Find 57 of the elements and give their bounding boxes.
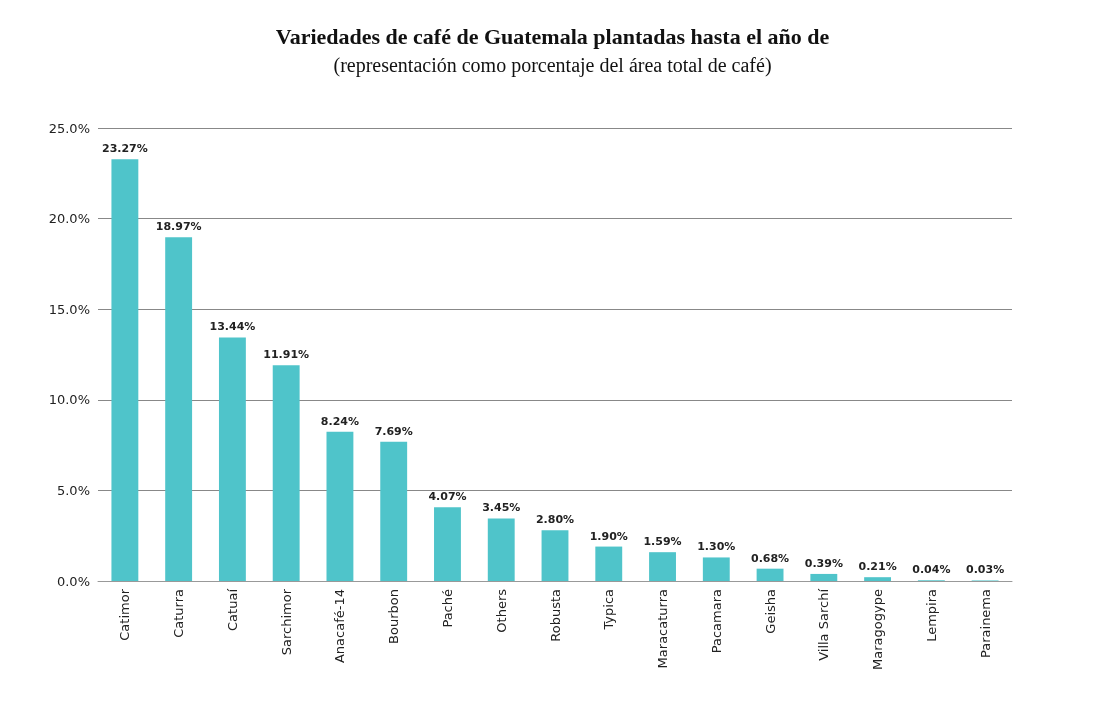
y-tick-label: 15.0% — [48, 301, 90, 317]
data-label: 1.59% — [643, 535, 682, 549]
bar — [649, 552, 676, 581]
y-tick-label: 20.0% — [48, 211, 90, 227]
data-label: 11.91% — [263, 348, 310, 362]
x-tick-label: Parainema — [977, 589, 993, 659]
bar — [272, 365, 300, 581]
x-tick-label: Bourbon — [386, 589, 402, 644]
data-label: 0.21% — [858, 560, 897, 574]
x-tick-label: Others — [493, 588, 509, 633]
data-label: 13.44% — [209, 320, 256, 334]
data-label: 1.30% — [697, 540, 736, 554]
data-label: 0.39% — [804, 556, 843, 570]
data-label: 3.45% — [482, 501, 521, 515]
data-label: 0.04% — [912, 563, 951, 577]
x-tick-label: Catuaí — [224, 588, 240, 631]
x-tick-label: Anacafé-14 — [332, 589, 348, 664]
data-label: 0.68% — [750, 551, 790, 565]
x-tick-label: Lempira — [923, 589, 939, 642]
x-tick-label: Sarchimor — [278, 588, 294, 656]
x-tick-label: Maracaturra — [655, 589, 671, 669]
bar — [595, 546, 623, 581]
x-tick-label: Geisha — [762, 589, 778, 634]
bar — [864, 577, 892, 581]
data-label: 23.27% — [101, 142, 148, 156]
x-tick-label: Catimor — [117, 588, 133, 641]
y-tick-label: 10.0% — [48, 392, 90, 408]
x-tick-label: Caturra — [171, 589, 187, 638]
x-tick-label: Pacamara — [708, 589, 724, 654]
data-label: 18.97% — [155, 220, 202, 234]
x-tick-label: Maragogype — [870, 589, 886, 670]
bar — [487, 518, 515, 581]
bar — [218, 337, 246, 581]
bar — [541, 530, 569, 581]
x-tick-label: Paché — [439, 589, 455, 628]
data-label: 1.90% — [589, 529, 628, 543]
bar — [326, 431, 354, 581]
data-label: 8.24% — [320, 414, 360, 428]
bar — [434, 507, 461, 581]
data-label: 7.69% — [374, 424, 413, 438]
x-tick-label: Robusta — [547, 589, 563, 642]
y-tick-label: 5.0% — [56, 482, 90, 498]
chart-subtitle: (representación como porcentaje del área total de café) — [333, 54, 772, 77]
data-label: 4.07% — [428, 490, 467, 504]
bar — [380, 441, 408, 581]
x-tick-label: Typica — [601, 589, 617, 631]
data-label: 0.03% — [966, 563, 1005, 577]
bar — [165, 237, 193, 581]
bar — [111, 159, 139, 581]
bar — [756, 568, 784, 581]
x-tick-label: Villa Sarchí — [816, 588, 832, 661]
bar — [702, 557, 730, 581]
y-tick-label: 0.0% — [56, 573, 90, 589]
chart-title: Variedades de café de Guatemala plantadas hasta el año de — [275, 23, 830, 49]
y-tick-label: 25.0% — [48, 120, 90, 136]
bar — [810, 573, 838, 581]
data-label: 2.80% — [535, 513, 575, 527]
